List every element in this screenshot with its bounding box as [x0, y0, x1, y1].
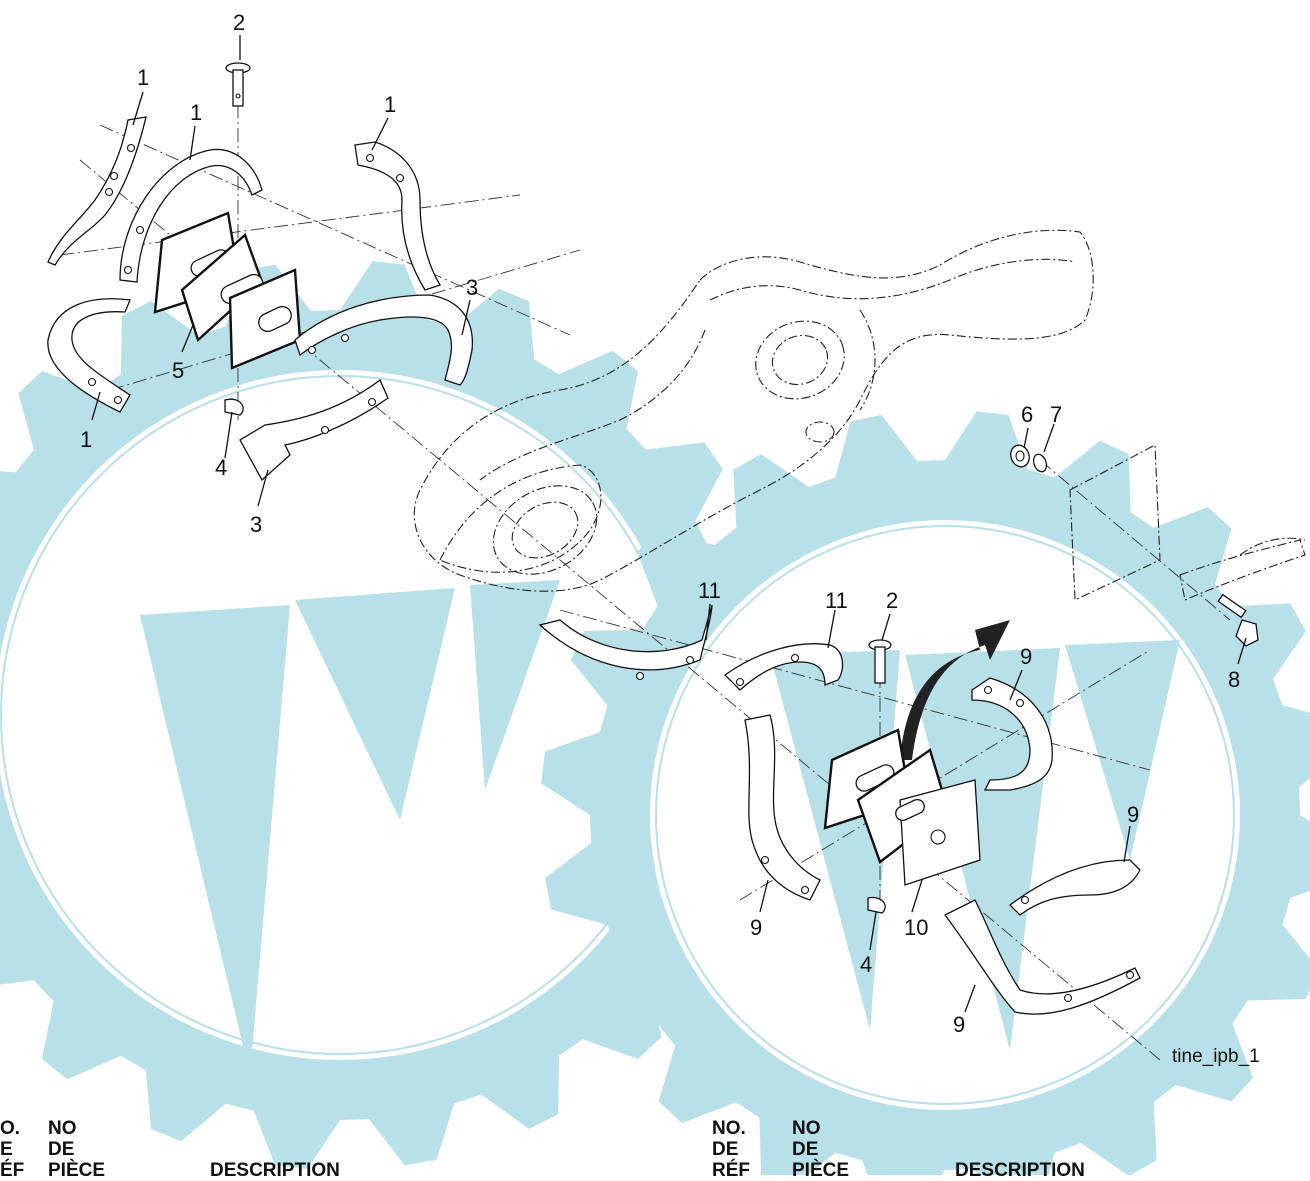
right-tine-assembly: [538, 444, 1259, 1015]
callout-5: 5: [172, 358, 184, 383]
tine-left-hand: [47, 116, 147, 266]
side-plate-phantom: [1069, 444, 1306, 601]
watermark-w-stroke: [295, 588, 455, 820]
callout-11: 11: [698, 578, 721, 603]
callout-1: 1: [190, 100, 202, 125]
hairpin-clip: [224, 398, 244, 416]
tine-right-hand: [971, 677, 1053, 791]
callout-9: 9: [1127, 802, 1139, 827]
description-header: DESCRIPTION: [955, 1160, 1085, 1181]
left-tine-assembly: [47, 62, 474, 482]
callout-9: 9: [1020, 644, 1032, 669]
watermark-w-stroke: [905, 648, 1060, 1050]
figure-id: tine_ipb_1: [1172, 1046, 1260, 1067]
callout-7: 7: [1050, 402, 1062, 427]
callout-9: 9: [750, 915, 762, 940]
ref-no-header: NO. DE RÉF: [712, 1118, 750, 1181]
hex-bolt: [1217, 593, 1259, 647]
watermark-w-stroke: [140, 605, 290, 1075]
callout-1: 1: [80, 427, 92, 452]
leader-lines: [91, 35, 1247, 1013]
part-no-header: NO DE PIÈCE: [792, 1118, 850, 1181]
callout-9: 9: [953, 1012, 965, 1037]
tine-curved: [119, 148, 263, 283]
callout-8: 8: [1228, 667, 1240, 692]
callout-4: 4: [860, 952, 872, 977]
hairpin-clip: [867, 896, 886, 914]
tine-curved: [944, 899, 1141, 1015]
watermark-w-stroke: [1065, 640, 1180, 860]
callout-6: 6: [1021, 402, 1033, 427]
rotation-arrow: [900, 620, 1010, 760]
hex-nut: [1010, 444, 1030, 468]
tine-curved: [723, 643, 844, 691]
clevis-pin: [868, 639, 892, 684]
callout-3: 3: [466, 275, 478, 300]
callout-11: 11: [825, 588, 848, 613]
tine-lower: [47, 298, 131, 413]
tine-right-hand: [294, 294, 474, 386]
tine-left-hand: [744, 714, 821, 901]
watermark-gear-ring: [0, 370, 685, 1060]
tine-right-hand: [354, 141, 441, 291]
callout-3: 3: [250, 512, 262, 537]
callout-4: 4: [215, 455, 227, 480]
ref-no-header: O. E ÉF: [0, 1118, 25, 1181]
lock-washer: [1032, 453, 1048, 473]
callout-10: 10: [904, 915, 928, 940]
watermark-w-stroke: [470, 580, 560, 790]
clevis-pin: [225, 62, 251, 107]
callout-2: 2: [233, 10, 245, 35]
callout-2: 2: [886, 588, 898, 613]
watermark-gear-inner-ring: [655, 525, 1235, 1105]
transmission-housing-phantom: [413, 229, 1094, 592]
description-header: DESCRIPTION: [210, 1160, 340, 1181]
callout-labels: 1 1 1 1 2 2 3 3 4 4 5 6 7 8 9 9 9 9 10 1…: [80, 10, 1260, 1067]
tine-right-hand: [1009, 859, 1141, 916]
tine-left-hand: [239, 378, 389, 482]
callout-1: 1: [384, 92, 396, 117]
callout-1: 1: [137, 65, 149, 90]
tine-curved: [538, 604, 713, 671]
part-no-header: NO DE PIÈCE: [48, 1118, 106, 1181]
